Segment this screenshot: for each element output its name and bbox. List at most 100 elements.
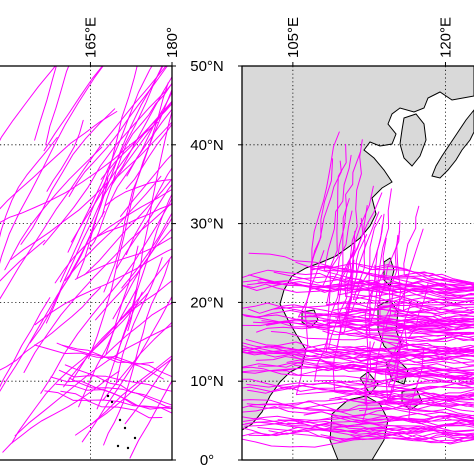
storm-track — [368, 269, 474, 284]
storm-track — [23, 202, 172, 373]
island-dot — [110, 400, 114, 404]
storm-track — [43, 66, 104, 152]
lat-tick-label: 20°N — [190, 294, 224, 311]
storm-track — [67, 66, 153, 253]
storm-track — [368, 215, 474, 342]
storm-track — [72, 303, 136, 381]
storm-track — [89, 355, 172, 426]
lon-tick-label: 165°E — [82, 17, 99, 58]
storm-track — [111, 101, 172, 186]
storm-track — [104, 179, 172, 207]
lon-tick-label: 105°E — [285, 17, 302, 58]
storm-track — [125, 123, 172, 190]
right-map-gridlines — [242, 66, 474, 460]
storm-track — [257, 427, 474, 444]
storm-track — [44, 390, 163, 419]
storm-track — [70, 100, 172, 243]
storm-track — [84, 178, 172, 276]
left-map-longitude-labels: 165°E 180° — [82, 17, 181, 66]
storm-track — [332, 384, 474, 408]
storm-track — [11, 293, 149, 444]
storm-track — [278, 393, 474, 407]
storm-track — [332, 307, 474, 323]
storm-track — [303, 411, 474, 420]
storm-track — [376, 220, 474, 313]
storm-track — [242, 382, 474, 404]
storm-track — [320, 425, 474, 441]
storm-track — [127, 193, 172, 332]
storm-track — [121, 212, 172, 289]
storm-track — [0, 111, 118, 210]
storm-track — [402, 228, 474, 314]
storm-track — [242, 302, 474, 318]
storm-track — [126, 108, 172, 177]
storm-track — [55, 383, 172, 414]
storm-track — [0, 211, 105, 392]
storm-track — [268, 423, 474, 437]
storm-track — [93, 203, 172, 239]
storm-track — [274, 415, 474, 427]
storm-track — [270, 346, 474, 372]
storm-track — [286, 359, 474, 378]
storm-track — [246, 401, 474, 423]
storm-track — [322, 319, 474, 326]
storm-track — [45, 66, 70, 146]
storm-track — [242, 344, 474, 362]
storm-track — [365, 188, 474, 334]
storm-track — [350, 431, 474, 439]
storm-track — [105, 245, 139, 355]
storm-track — [116, 109, 172, 359]
storm-track — [0, 66, 104, 264]
storm-track — [0, 121, 159, 224]
storm-track — [247, 304, 474, 327]
storm-track — [338, 230, 474, 334]
storm-track — [45, 177, 109, 324]
storm-track — [245, 400, 474, 425]
left-map-frame — [0, 65, 173, 461]
storm-track — [361, 341, 474, 424]
storm-track — [322, 150, 474, 297]
storm-track — [336, 234, 474, 355]
storm-track — [125, 167, 172, 255]
lat-tick-label: 10°N — [190, 373, 224, 390]
storm-track — [325, 210, 474, 374]
latitude-labels: 50°N 40°N 30°N 20°N 10°N 0° — [172, 58, 242, 469]
storm-track — [326, 143, 474, 306]
storm-track — [34, 66, 57, 141]
left-map-islands — [106, 394, 137, 450]
island-dot — [106, 394, 110, 398]
storm-track — [359, 403, 474, 412]
storm-track — [242, 366, 474, 382]
storm-track — [266, 321, 474, 352]
storm-track — [103, 82, 169, 293]
storm-track — [249, 402, 474, 412]
storm-track — [10, 182, 108, 260]
storm-track — [309, 131, 474, 295]
storm-track — [68, 377, 172, 408]
storm-track — [68, 66, 169, 197]
storm-track — [242, 419, 474, 441]
storm-track — [242, 419, 474, 433]
storm-track — [314, 236, 474, 386]
storm-track — [295, 250, 474, 396]
lat-tick-label: 30°N — [190, 216, 224, 233]
storm-track — [0, 66, 56, 142]
land-korea — [399, 113, 427, 167]
storm-track — [242, 279, 474, 305]
storm-track — [270, 331, 474, 352]
storm-track — [0, 239, 46, 282]
storm-track — [273, 271, 474, 292]
storm-track — [242, 348, 474, 360]
storm-track — [378, 237, 474, 332]
storm-track — [96, 291, 143, 410]
left-map-tracks — [0, 66, 172, 459]
storm-track — [34, 248, 172, 326]
right-map-frame — [241, 65, 474, 461]
storm-track — [112, 121, 172, 182]
land-japan — [431, 109, 474, 179]
storm-track — [129, 379, 172, 459]
island-dot — [126, 446, 130, 450]
island-dot — [123, 426, 127, 430]
storm-track — [384, 230, 474, 334]
